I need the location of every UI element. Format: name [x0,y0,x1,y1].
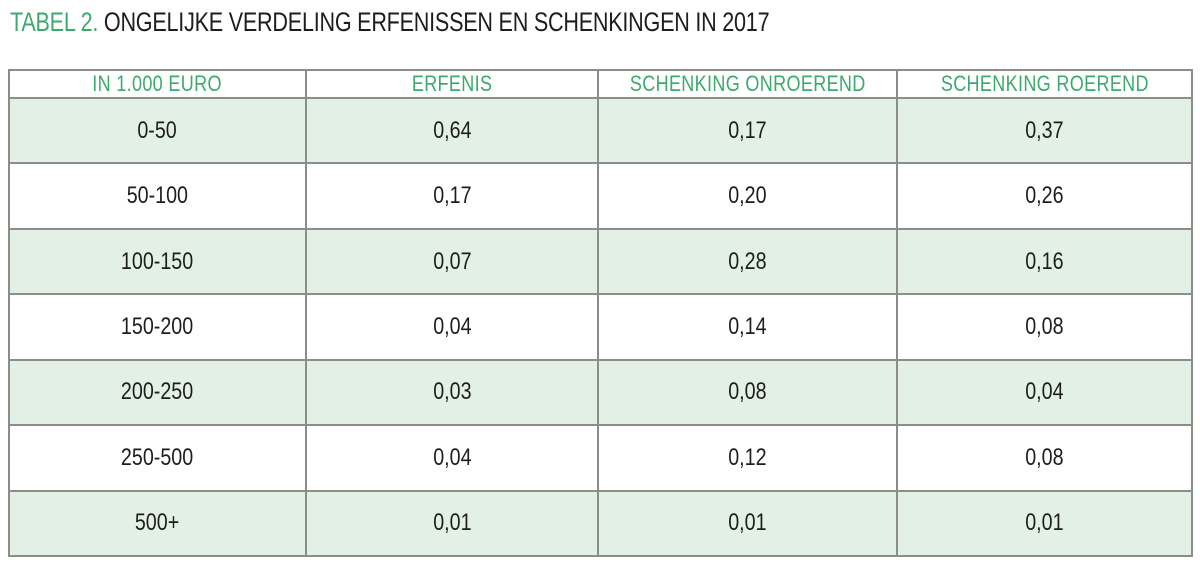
cell-range: 50-100 [8,162,307,230]
cell-erfenis: 0,17 [304,162,600,230]
cell-range: 100-150 [8,227,307,296]
header-cell-erfenis: ERFENIS [304,69,600,99]
cell-range: 0-50 [8,96,307,165]
cell-schenking-onroerend: 0,12 [597,424,899,492]
cell-schenking-onroerend: 0,01 [597,489,899,558]
cell-schenking-roerend: 0,01 [896,489,1193,558]
cell-erfenis: 0,04 [304,293,600,361]
cell-schenking-roerend: 0,37 [896,96,1193,165]
cell-erfenis: 0,07 [304,227,600,296]
table-row: 250-500 0,04 0,12 0,08 [8,424,1193,492]
cell-schenking-roerend: 0,04 [896,358,1193,427]
table-row: 500+ 0,01 0,01 0,01 [8,489,1193,558]
table-title-label: TABEL 2. [10,7,99,37]
cell-schenking-onroerend: 0,20 [597,162,899,230]
cell-schenking-onroerend: 0,28 [597,227,899,296]
table-title-text: ONGELIJKE VERDELING ERFENISSEN EN SCHENK… [103,7,770,37]
header-cell-schenking-onroerend: SCHENKING ONROEREND [597,69,899,99]
cell-erfenis: 0,64 [304,96,600,165]
table-title: TABEL 2. ONGELIJKE VERDELING ERFENISSEN … [10,7,959,38]
cell-schenking-onroerend: 0,14 [597,293,899,361]
table-row: 0-50 0,64 0,17 0,37 [8,96,1193,165]
cell-erfenis: 0,04 [304,424,600,492]
cell-range: 250-500 [8,424,307,492]
cell-schenking-onroerend: 0,08 [597,358,899,427]
cell-schenking-roerend: 0,08 [896,424,1193,492]
cell-erfenis: 0,03 [304,358,600,427]
table-row: 150-200 0,04 0,14 0,08 [8,293,1193,361]
cell-schenking-roerend: 0,16 [896,227,1193,296]
cell-schenking-roerend: 0,26 [896,162,1193,230]
cell-range: 200-250 [8,358,307,427]
header-row: IN 1.000 EURO ERFENIS SCHENKING ONROEREN… [8,69,1193,99]
data-table-container: IN 1.000 EURO ERFENIS SCHENKING ONROEREN… [8,69,1193,558]
header-cell-schenking-roerend: SCHENKING ROEREND [896,69,1193,99]
table-row: 50-100 0,17 0,20 0,26 [8,162,1193,230]
table-row: 100-150 0,07 0,28 0,16 [8,227,1193,296]
cell-schenking-roerend: 0,08 [896,293,1193,361]
data-table: IN 1.000 EURO ERFENIS SCHENKING ONROEREN… [8,69,1193,558]
cell-range: 150-200 [8,293,307,361]
cell-erfenis: 0,01 [304,489,600,558]
header-cell-range: IN 1.000 EURO [8,69,307,99]
table-row: 200-250 0,03 0,08 0,04 [8,358,1193,427]
cell-schenking-onroerend: 0,17 [597,96,899,165]
cell-range: 500+ [8,489,307,558]
